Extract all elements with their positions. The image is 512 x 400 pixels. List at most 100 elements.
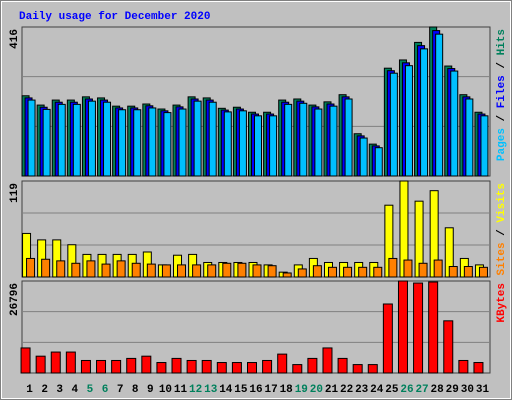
- bar: [141, 355, 152, 374]
- bar: [433, 259, 443, 278]
- bar: [148, 107, 157, 177]
- bar: [382, 303, 393, 374]
- bar: [103, 101, 112, 177]
- x-tick-label: 26: [400, 384, 413, 396]
- x-tick-label: 3: [56, 384, 63, 396]
- bar: [435, 33, 444, 177]
- bar: [133, 109, 142, 177]
- chart-title: Daily usage for December 2020: [19, 11, 210, 23]
- bar: [254, 115, 262, 177]
- bar: [222, 262, 232, 278]
- bar: [101, 263, 111, 278]
- x-tick-label: 20: [310, 384, 323, 396]
- bar: [131, 262, 141, 278]
- bar: [42, 108, 51, 177]
- bar: [465, 98, 474, 177]
- legend: KBytes: [496, 283, 508, 323]
- bar: [478, 266, 488, 278]
- x-tick-label: 28: [431, 384, 445, 396]
- legend: Sites / Visits: [496, 183, 508, 275]
- bar: [404, 65, 413, 177]
- bar: [118, 109, 127, 177]
- bar: [87, 100, 96, 177]
- bar: [343, 266, 353, 278]
- bar: [201, 359, 212, 374]
- bar: [207, 264, 217, 278]
- bar: [443, 320, 454, 374]
- x-tick-label: 6: [102, 384, 109, 396]
- bar: [389, 72, 398, 177]
- bar: [420, 48, 429, 177]
- bar: [267, 265, 277, 278]
- bar: [374, 147, 383, 177]
- bar: [80, 359, 91, 374]
- bar: [86, 260, 96, 278]
- bar: [299, 102, 308, 177]
- x-tick-label: 7: [117, 384, 124, 396]
- bar: [57, 103, 66, 177]
- bar: [41, 258, 51, 278]
- x-tick-label: 1: [26, 384, 33, 396]
- legend-separator: /: [496, 223, 508, 243]
- bar: [50, 351, 61, 374]
- x-tick-label: 17: [264, 384, 277, 396]
- bar: [473, 362, 484, 374]
- legend: Pages / Files / Hits: [496, 29, 508, 161]
- bar: [358, 266, 368, 278]
- x-tick-label: 15: [234, 384, 248, 396]
- bar: [146, 263, 156, 278]
- legend-separator: /: [496, 108, 508, 128]
- bar: [373, 266, 383, 278]
- bar: [463, 266, 473, 278]
- bar: [72, 103, 81, 177]
- bar: [292, 364, 303, 374]
- bar: [177, 264, 187, 278]
- legend-entry: Sites: [496, 242, 508, 275]
- bar: [20, 347, 31, 374]
- bar: [262, 359, 273, 374]
- bar: [116, 260, 126, 278]
- x-tick-label: 13: [204, 384, 218, 396]
- x-tick-label: 29: [446, 384, 459, 396]
- bar: [327, 266, 337, 278]
- bar: [223, 111, 232, 177]
- bar: [96, 359, 107, 374]
- bar: [284, 103, 293, 177]
- bar: [314, 108, 323, 177]
- x-tick-label: 9: [147, 384, 154, 396]
- bar: [448, 266, 458, 278]
- y-tick-label: 26796: [9, 283, 21, 316]
- bar: [329, 105, 338, 177]
- bar: [237, 262, 247, 278]
- legend-separator: /: [496, 55, 508, 75]
- bar: [337, 357, 348, 374]
- bar: [413, 282, 424, 374]
- bar: [171, 357, 182, 374]
- bar: [238, 110, 247, 177]
- bar: [428, 281, 439, 374]
- bar: [367, 364, 378, 374]
- x-tick-label: 22: [340, 384, 353, 396]
- x-tick-label: 25: [385, 384, 399, 396]
- bar: [35, 355, 46, 374]
- bar: [403, 259, 413, 278]
- bar: [27, 99, 36, 177]
- bar: [161, 264, 171, 278]
- bar: [252, 264, 262, 278]
- bar: [344, 98, 353, 177]
- bar: [277, 353, 288, 374]
- bar: [282, 272, 292, 278]
- bar: [126, 357, 137, 374]
- bar: [192, 264, 202, 278]
- bar: [193, 100, 202, 177]
- x-tick-label: 31: [476, 384, 490, 396]
- x-tick-label: 4: [72, 384, 79, 396]
- bar: [56, 260, 66, 278]
- bar: [388, 257, 398, 278]
- bar: [111, 359, 122, 374]
- legend-entry: Hits: [496, 29, 508, 55]
- bar: [208, 101, 217, 177]
- bar: [26, 257, 36, 278]
- x-tick-label: 14: [219, 384, 233, 396]
- y-tick-label: 119: [9, 183, 21, 203]
